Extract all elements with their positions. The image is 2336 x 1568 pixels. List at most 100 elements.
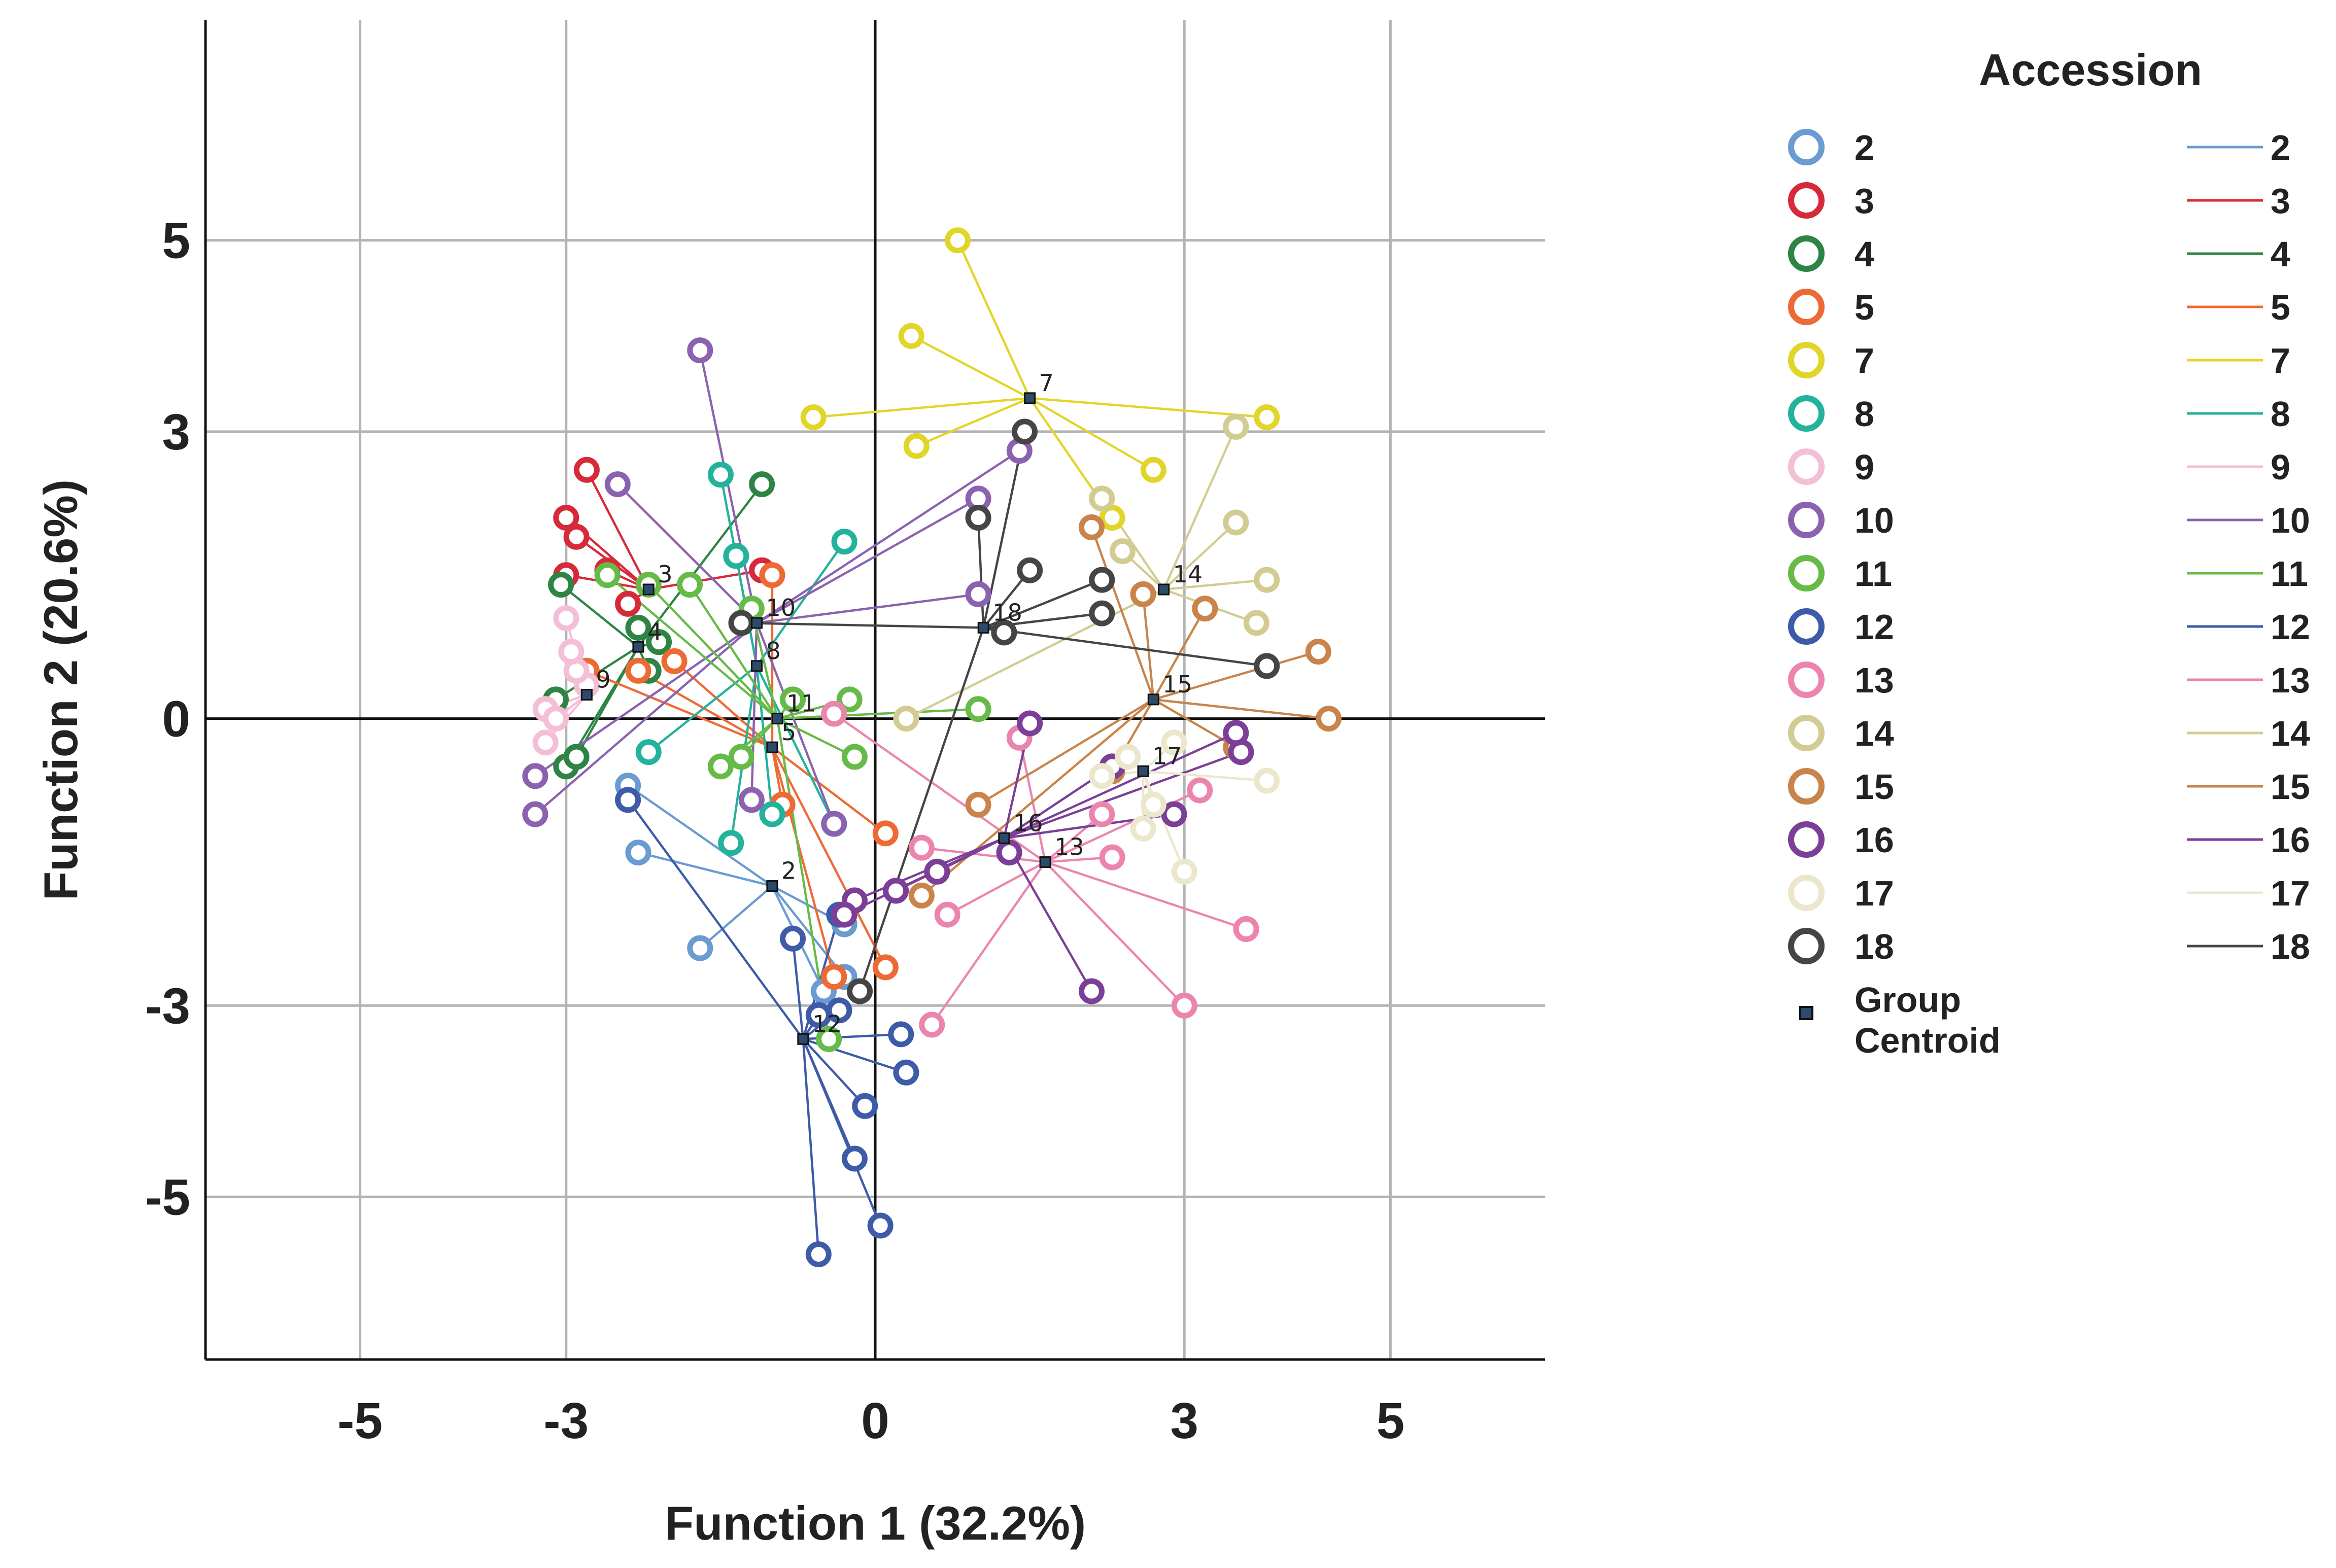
legend-marker-label-13: 13 [1854, 660, 1894, 700]
x-axis-title: Function 1 (32.2%) [665, 1496, 1086, 1550]
point-accession-18 [847, 978, 873, 1004]
point-accession-12 [615, 787, 641, 813]
point-accession-13 [1171, 992, 1197, 1019]
legend-marker-7 [1788, 342, 1825, 378]
point-accession-15 [965, 791, 991, 818]
legend-marker-label-2: 2 [1854, 128, 1874, 167]
legend-line-label-18: 18 [2271, 927, 2310, 966]
connector-line-8 [755, 665, 835, 824]
centroid-label-3: 3 [658, 561, 672, 588]
point-accession-16 [1223, 720, 1249, 746]
centroid-label-17: 17 [1152, 742, 1182, 770]
connector-line-3 [586, 469, 650, 590]
connector-line-7 [956, 239, 1031, 399]
series-points [522, 227, 1342, 1268]
point-accession-11 [841, 744, 868, 770]
point-accession-2 [687, 935, 713, 961]
point-accession-15 [908, 882, 935, 909]
legend-marker-5 [1788, 289, 1825, 325]
legend-centroid-label: Centroid [1854, 1021, 2001, 1060]
centroid-label-7: 7 [1039, 369, 1054, 397]
point-accession-3 [573, 457, 600, 483]
point-accession-11 [836, 686, 863, 713]
connector-line-10 [616, 483, 758, 624]
connector-line-11 [647, 584, 778, 720]
point-accession-4 [563, 744, 590, 770]
legend-line-label-3: 3 [2271, 181, 2290, 221]
point-accession-7 [1140, 457, 1166, 483]
centroid-marker-16 [998, 832, 1010, 844]
connector-line-14 [1163, 521, 1237, 590]
point-accession-7 [1099, 505, 1125, 531]
connector-line-12 [627, 799, 804, 1040]
point-accession-10 [965, 581, 991, 607]
point-accession-14 [1089, 485, 1115, 512]
centroid-label-15: 15 [1162, 671, 1192, 698]
connector-line-2 [699, 885, 773, 949]
connector-line-10 [757, 593, 979, 624]
legend: Accession 2 3 4 5 7 8 9 10 11 12 13 14 15 16 17 18 2 3 4 5… [1788, 45, 2310, 1060]
connector-line-13 [921, 846, 1046, 863]
legend-marker-label-11: 11 [1854, 554, 1892, 594]
centroid-marker-12 [797, 1033, 809, 1045]
centroid-label-2: 2 [781, 857, 796, 885]
legend-marker-4 [1788, 235, 1825, 272]
point-accession-17 [1089, 763, 1115, 789]
centroid-marker-4 [632, 641, 644, 653]
connector-line-2 [771, 885, 845, 978]
point-accession-8 [723, 543, 749, 569]
legend-marker-9 [1788, 448, 1825, 485]
connector-line-7 [1029, 397, 1267, 419]
legend-marker-15 [1788, 768, 1825, 805]
connector-line-10 [756, 497, 979, 624]
connector-line-5 [771, 747, 835, 978]
point-accession-11 [676, 572, 703, 598]
connector-line-3 [648, 569, 762, 591]
point-accession-5 [625, 657, 651, 684]
point-accession-10 [687, 337, 713, 364]
point-accession-11 [707, 753, 734, 780]
connector-line-18 [977, 517, 985, 628]
point-accession-18 [1254, 653, 1280, 679]
legend-line-label-9: 9 [2271, 447, 2290, 487]
connector-line-13 [947, 861, 1046, 916]
connector-line-16 [1003, 838, 1093, 992]
point-accession-12 [888, 1021, 914, 1048]
point-accession-7 [898, 323, 924, 349]
connector-line-12 [792, 938, 805, 1039]
x-tick-label: -5 [337, 1392, 383, 1449]
axes-frame [204, 20, 1545, 1361]
point-accession-12 [867, 1212, 894, 1239]
y-tick-label: 5 [162, 213, 190, 269]
point-accession-16 [1078, 978, 1105, 1004]
point-accession-11 [780, 686, 806, 713]
connector-line-5 [673, 660, 773, 748]
point-accession-14 [1223, 413, 1249, 440]
point-accession-13 [821, 701, 847, 727]
legend-marker-17 [1788, 875, 1825, 911]
legend-line-label-4: 4 [2271, 234, 2290, 274]
point-accession-16 [831, 901, 857, 928]
centroid-marker-7 [1024, 392, 1036, 404]
legend-marker-11 [1788, 555, 1825, 591]
connector-line-15 [977, 698, 1154, 806]
point-accession-3 [553, 505, 579, 531]
point-accession-16 [924, 858, 950, 885]
connector-line-7 [916, 397, 1030, 447]
centroid-label-10: 10 [766, 594, 796, 621]
connector-line-16 [1003, 731, 1236, 840]
connector-line-14 [905, 588, 1164, 720]
point-accession-7 [903, 433, 930, 459]
legend-line-label-15: 15 [2271, 767, 2310, 807]
point-accession-13 [1187, 777, 1213, 804]
connector-line-15 [920, 699, 1154, 897]
point-accession-16 [996, 840, 1022, 866]
connector-line-2 [627, 784, 773, 887]
legend-line-label-11: 11 [2271, 554, 2308, 594]
centroid-label-18: 18 [992, 599, 1022, 626]
point-accession-14 [1254, 567, 1280, 593]
connector-line-12 [802, 1039, 820, 1255]
centroid-marker-14 [1158, 583, 1170, 596]
point-accession-12 [852, 1093, 878, 1119]
connector-line-17 [1143, 770, 1267, 782]
